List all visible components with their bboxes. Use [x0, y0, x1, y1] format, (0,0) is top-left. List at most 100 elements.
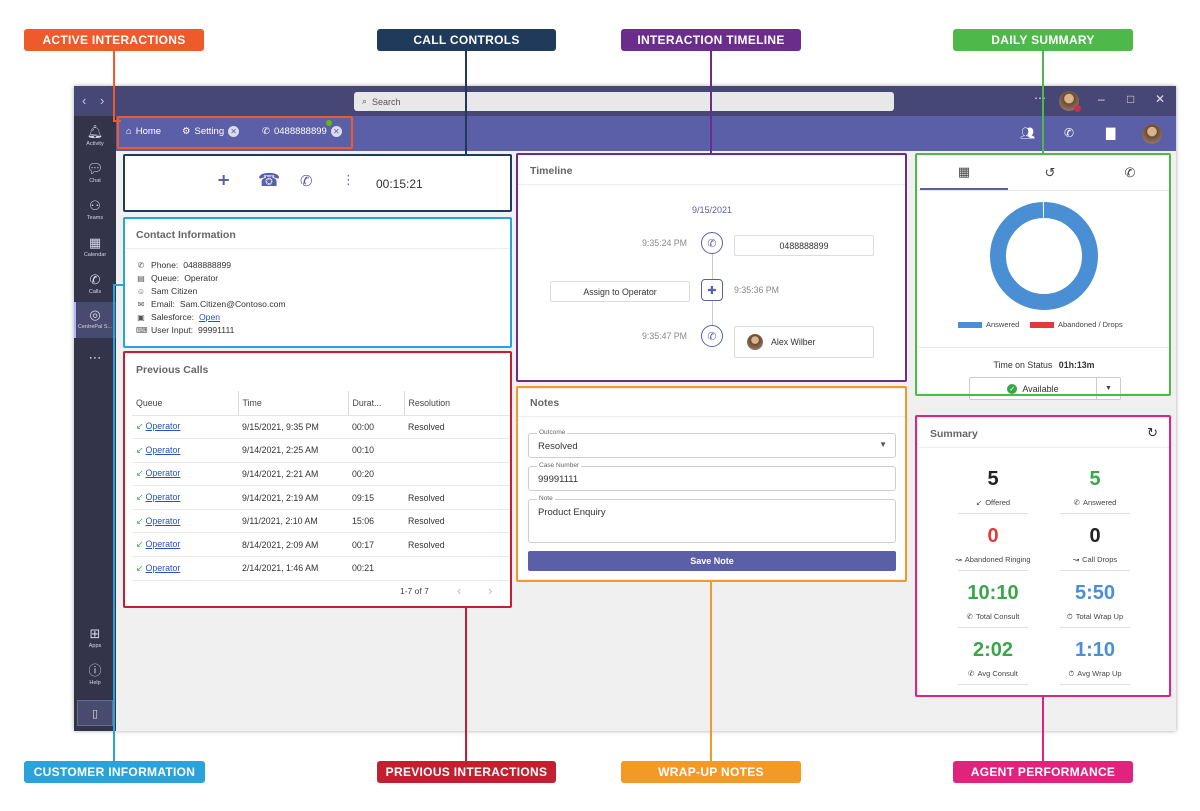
stat-value: 5: [1089, 468, 1101, 490]
stat-divider: [958, 570, 1028, 571]
mobile-device-icon[interactable]: ▯: [77, 700, 113, 726]
queue-cell[interactable]: ↙ Operator: [132, 438, 238, 463]
forward-arrow-icon[interactable]: ›: [100, 93, 105, 108]
close-icon[interactable]: ✕: [228, 126, 240, 137]
stat-divider: [1060, 570, 1130, 571]
report-chart-icon[interactable]: ▇: [1106, 126, 1116, 140]
queue-cell[interactable]: ↙ Operator: [132, 485, 238, 510]
rail-item-calendar[interactable]: ▦ Calendar: [74, 235, 116, 258]
previous-calls-panel: Previous Calls Queue Time Durat... Resol…: [124, 354, 512, 607]
back-arrow-icon[interactable]: ‹: [82, 93, 87, 108]
callout-customer-information: CUSTOMER INFORMATION: [24, 761, 205, 783]
outcome-select[interactable]: Outcome Resolved ▼: [528, 429, 896, 458]
add-participant-icon[interactable]: ➕︎: [218, 172, 230, 189]
search-input[interactable]: ⌕ Search: [354, 92, 894, 111]
home-icon: ⌂: [126, 126, 132, 137]
call-transfer-icon[interactable]: ✆: [1064, 126, 1075, 140]
centrepal-icon: ◎: [89, 307, 101, 322]
tab-missed-calls[interactable]: ✆: [1086, 156, 1174, 190]
refresh-icon[interactable]: ↻: [1147, 425, 1158, 440]
queue-cell[interactable]: ↙ Operator: [132, 462, 238, 487]
rail-item-apps[interactable]: ⊞ Apps: [74, 626, 116, 649]
queue-link[interactable]: Operator: [145, 562, 181, 573]
callout-active-interactions: ACTIVE INTERACTIONS: [24, 29, 204, 51]
chevron-down-icon[interactable]: ▼: [1096, 378, 1120, 399]
tab-setting[interactable]: ⚙ Setting ✕: [182, 126, 240, 137]
legend-abandoned: Abandoned / Drops: [1030, 320, 1123, 329]
history-icon: ↺: [1044, 165, 1056, 180]
stat-label: ✆ Total Consult: [966, 612, 1020, 621]
stat-value: 5:50: [1074, 582, 1116, 604]
more-options-icon[interactable]: ⋮: [342, 172, 355, 187]
incoming-arrow-icon: ↙: [136, 492, 144, 503]
main-content: ➕︎ ☎ ✆ ⋮ 00:15:21 Contact Information ✆ …: [116, 151, 1176, 731]
hang-up-icon[interactable]: ☎: [258, 170, 281, 190]
rail-item-chat[interactable]: 💬︎ Chat: [74, 161, 116, 184]
column-header[interactable]: Resolution: [403, 391, 512, 416]
close-window-icon[interactable]: ✕: [1155, 92, 1166, 106]
more-options-icon[interactable]: ⋯: [1034, 91, 1046, 105]
connector-line: [465, 51, 467, 154]
donut-answered-ring: [990, 202, 1098, 310]
incoming-arrow-icon: ↙: [136, 468, 144, 479]
stat-divider: [1060, 513, 1130, 514]
queue-cell[interactable]: ↙ Operator: [132, 509, 238, 534]
maximize-icon[interactable]: □: [1127, 92, 1135, 106]
close-icon[interactable]: ✕: [330, 126, 342, 137]
queue-link[interactable]: Operator: [145, 421, 181, 432]
queue-link[interactable]: Operator: [145, 515, 181, 526]
queue-link[interactable]: Operator: [145, 492, 181, 503]
teams-icon: ⚇: [89, 198, 101, 213]
person-icon: ☺: [136, 286, 146, 296]
time-on-status: Time on Status 01h:13m: [993, 360, 1095, 370]
timeline-date: 9/15/2021: [692, 205, 733, 215]
timeline-time: 9:35:47 PM: [642, 331, 687, 341]
incoming-arrow-icon: ↙: [136, 539, 144, 550]
queue-cell[interactable]: ↙ Operator: [132, 415, 238, 440]
timeline-event-assign: Assign to Operator: [550, 281, 690, 302]
people-icon[interactable]: 👥︎: [1020, 126, 1036, 140]
daily-summary-panel: ▦ ↺ ✆ Answered Abandoned / D: [918, 156, 1170, 400]
queue-cell[interactable]: ↙ Operator: [132, 532, 238, 558]
salesforce-open-link[interactable]: Open: [199, 312, 221, 322]
minimize-icon[interactable]: –: [1098, 92, 1105, 106]
stat-value: 1:10: [1074, 639, 1116, 661]
rail-item-calls[interactable]: ✆ Calls: [74, 272, 116, 295]
queue-link[interactable]: Operator: [145, 539, 181, 550]
note-textarea[interactable]: Note Product Enquiry: [528, 495, 896, 543]
rail-item-centrepal[interactable]: ◎ CentrePal S...: [74, 302, 116, 338]
contact-user-input: ⌨ User Input: 99991111: [136, 325, 235, 335]
queue-cell[interactable]: ↙ Operator: [132, 556, 238, 581]
stopwatch-icon: ⏱: [1066, 612, 1073, 621]
answered-donut-chart: [990, 202, 1098, 310]
rail-item-help[interactable]: ⓘ Help: [74, 663, 116, 686]
case-number-input[interactable]: Case Number 99991111: [528, 462, 896, 491]
column-header[interactable]: Queue: [132, 391, 238, 416]
tab-home[interactable]: ⌂ Home: [126, 126, 162, 137]
tab-user-avatar[interactable]: [1142, 124, 1162, 144]
column-header[interactable]: Time: [237, 391, 348, 416]
notes-panel: Notes Outcome Resolved ▼ Case Number 999…: [518, 389, 906, 579]
next-page-icon[interactable]: ›: [488, 583, 493, 598]
queue-link[interactable]: Operator: [145, 444, 181, 455]
phone-icon: ✆: [701, 232, 723, 254]
status-dropdown[interactable]: ✓ Available ▼: [969, 377, 1121, 400]
prev-page-icon[interactable]: ‹: [457, 583, 462, 598]
column-header[interactable]: Durat...: [347, 391, 404, 416]
tab-dashboard[interactable]: ▦: [920, 156, 1008, 190]
salesforce-icon: ▣: [137, 312, 145, 322]
timeline-panel: Timeline 9/15/2021 9:35:24 PM ✆ 04888888…: [518, 156, 906, 382]
legend-swatch: [958, 321, 982, 328]
tab-active-call[interactable]: ✆ 0488888899 ✕: [262, 126, 342, 137]
resolution-cell: Resolved: [404, 485, 512, 510]
panel-title: Notes: [530, 397, 560, 409]
queue-link[interactable]: Operator: [145, 468, 181, 479]
tab-history[interactable]: ↺: [1006, 156, 1094, 190]
contact-email: ✉ Email: Sam.Citizen@Contoso.com: [137, 299, 286, 309]
rail-item-teams[interactable]: ⚇ Teams: [74, 198, 116, 221]
save-note-button[interactable]: Save Note: [528, 551, 896, 571]
connector-line: [113, 51, 115, 121]
transfer-call-icon[interactable]: ✆: [300, 173, 313, 190]
rail-more[interactable]: ⋯: [74, 350, 116, 365]
rail-item-activity[interactable]: 🔔︎ Activity: [74, 124, 116, 147]
